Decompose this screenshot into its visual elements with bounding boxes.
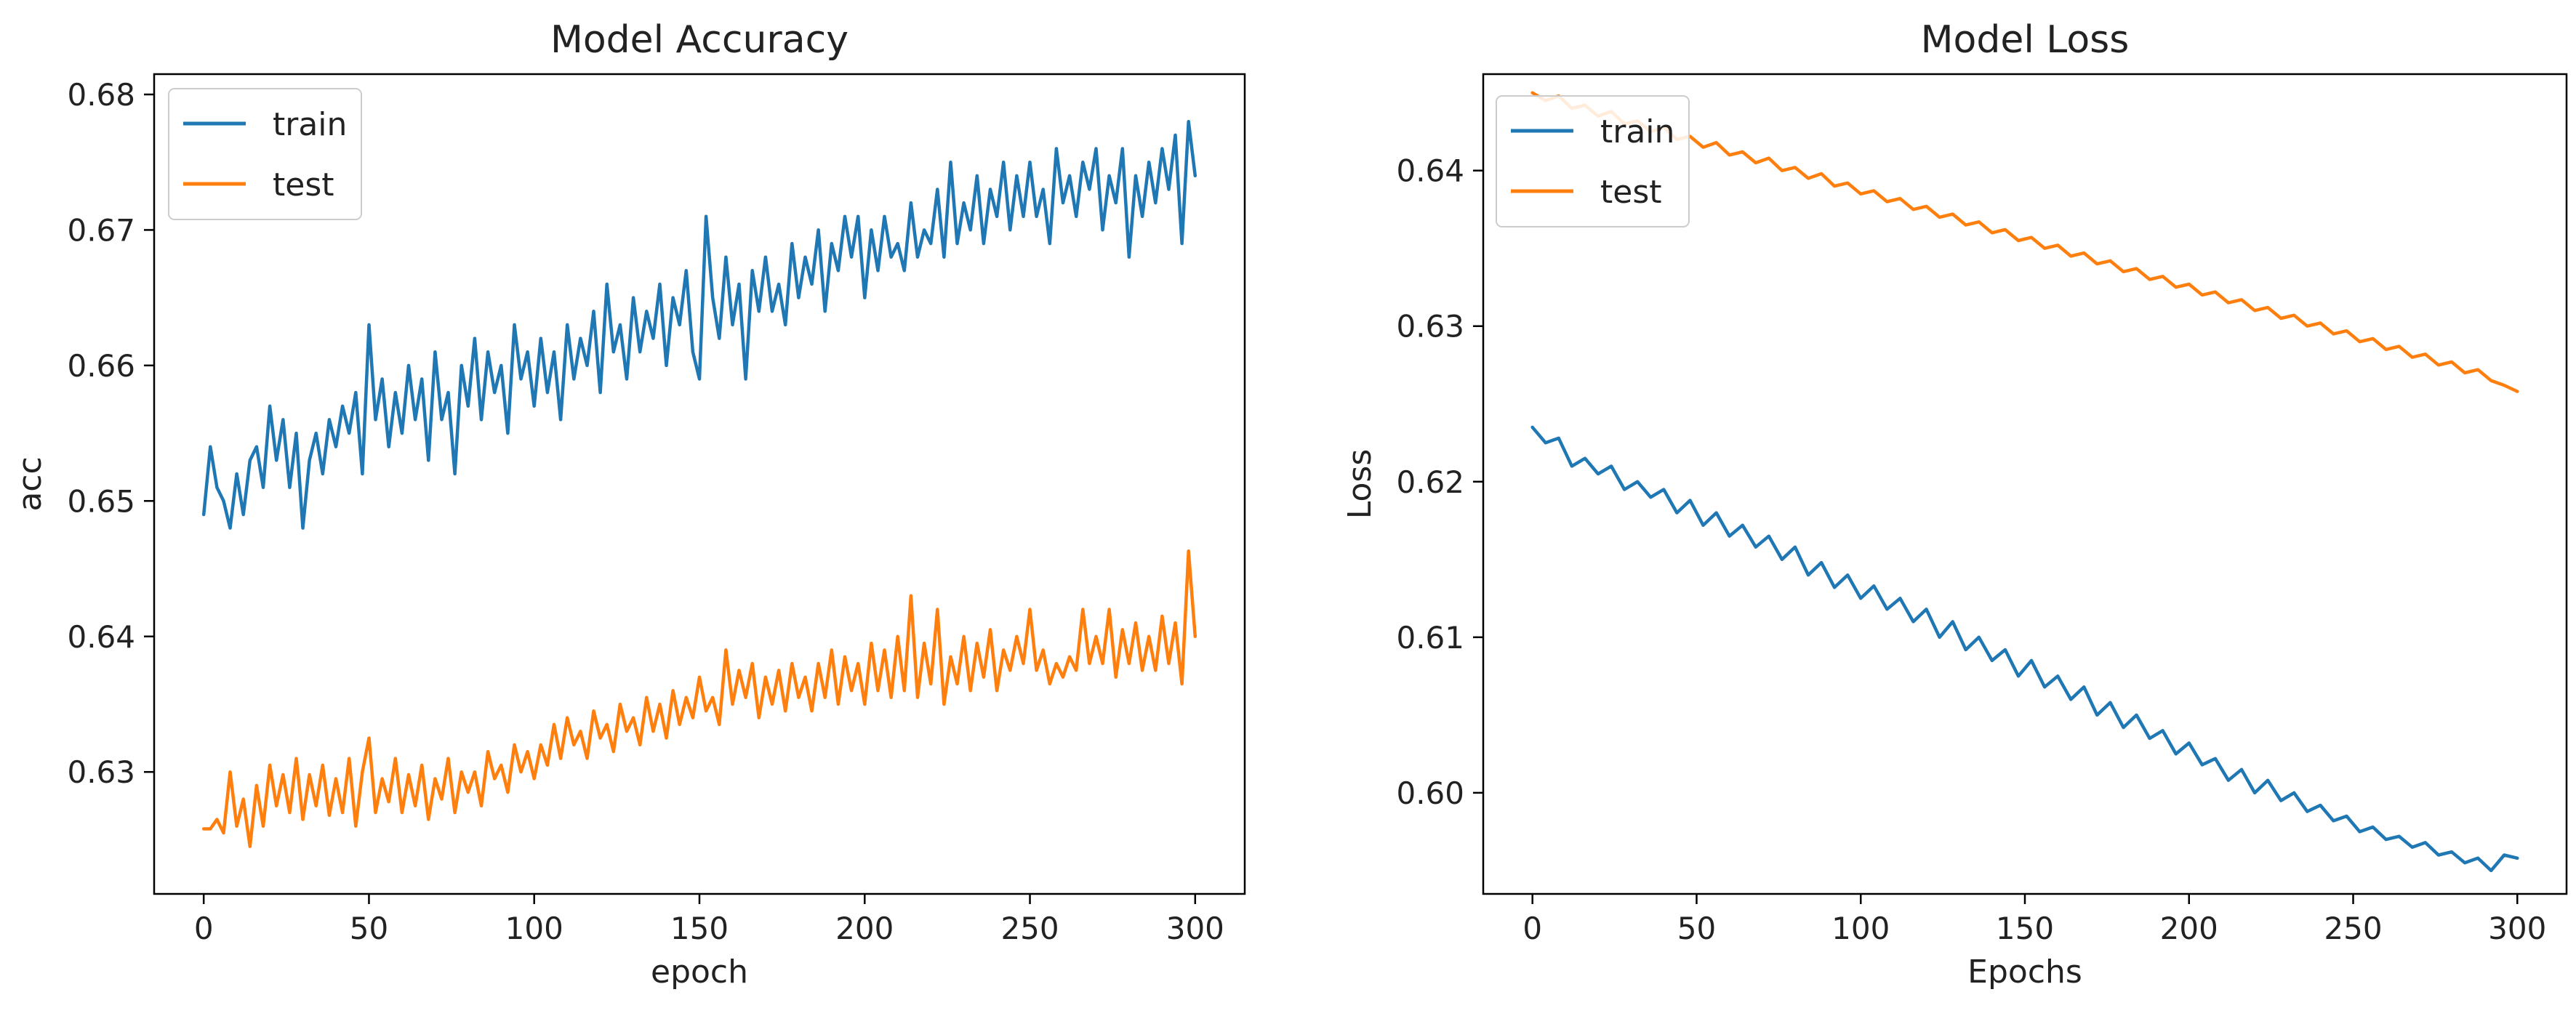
chart-title: Model Loss (1921, 18, 2130, 62)
legend-label-train: train (1600, 113, 1674, 150)
y-axis-label: Loss (1341, 449, 1379, 520)
x-tick-label: 200 (2160, 911, 2218, 946)
y-tick-label: 0.64 (67, 619, 135, 655)
tick-labels: 0 50 100 150 200 250 300 0.63 0.64 0.65 0.66 0.67 0.… (67, 77, 1224, 946)
y-axis-label: acc (12, 456, 49, 511)
x-tick-label: 150 (1996, 911, 2054, 946)
y-tick-label: 0.64 (1396, 153, 1464, 189)
y-tick-label: 0.66 (67, 348, 135, 384)
legend-box (1496, 95, 1690, 227)
y-tick-label: 0.61 (1396, 620, 1464, 656)
chart-title: Model Accuracy (550, 18, 848, 62)
legend-box (168, 88, 362, 220)
x-axis-label: Epochs (1967, 953, 2082, 991)
y-tick-label: 0.68 (67, 77, 135, 113)
y-tick-label: 0.63 (1396, 309, 1464, 344)
loss-chart: Model Loss 0 50 100 150 200 250 300 0.60 0.61 0.6… (1341, 18, 2568, 991)
series-line-test (201, 549, 1197, 848)
x-tick-label: 50 (350, 911, 388, 946)
series-lines (201, 120, 1197, 848)
x-tick-label: 100 (1831, 911, 1890, 946)
y-tick-label: 0.63 (67, 754, 135, 790)
x-tick-label: 250 (2324, 911, 2382, 946)
y-tick-label: 0.65 (67, 483, 135, 519)
y-tick-label: 0.60 (1396, 775, 1464, 811)
tick-labels: 0 50 100 150 200 250 300 0.60 0.61 0.62 0.63 0.64 (1396, 153, 2546, 946)
series-line-train (1530, 425, 2519, 873)
y-tick-label: 0.62 (1396, 464, 1464, 500)
x-tick-label: 300 (1166, 911, 1224, 946)
accuracy-chart: Model Accuracy 0 50 100 150 200 250 300 0.63 0.6… (12, 18, 1246, 991)
tick-marks (144, 93, 1197, 904)
x-tick-label: 250 (1000, 911, 1059, 946)
series-lines (1530, 91, 2519, 873)
x-tick-label: 200 (835, 911, 894, 946)
y-tick-label: 0.67 (67, 212, 135, 248)
legend: train test (168, 88, 362, 220)
legend-label-test: test (1600, 174, 1662, 211)
tick-marks (1473, 169, 2519, 904)
x-tick-label: 100 (505, 911, 563, 946)
x-tick-label: 150 (670, 911, 729, 946)
legend-label-train: train (273, 106, 347, 143)
legend-label-test: test (273, 166, 334, 203)
series-line-test (1530, 91, 2519, 393)
x-tick-label: 300 (2488, 911, 2546, 946)
x-tick-label: 0 (194, 911, 214, 946)
x-tick-label: 50 (1677, 911, 1716, 946)
series-line-train (201, 120, 1197, 530)
x-tick-label: 0 (1522, 911, 1542, 946)
legend: train test (1496, 95, 1690, 227)
x-axis-label: epoch (651, 953, 748, 991)
